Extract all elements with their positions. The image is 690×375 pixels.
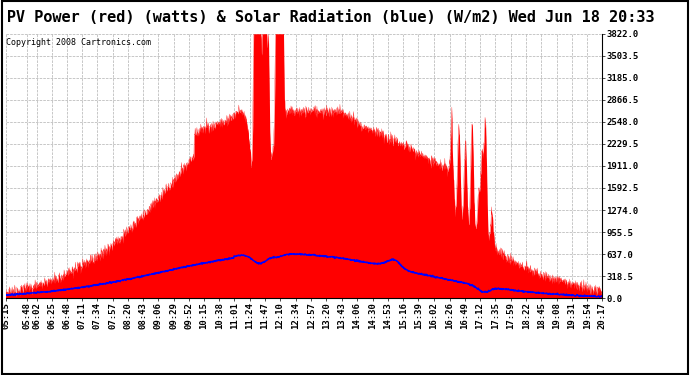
Text: Total PV Power (red) (watts) & Solar Radiation (blue) (W/m2) Wed Jun 18 20:33: Total PV Power (red) (watts) & Solar Rad… bbox=[0, 10, 655, 26]
Text: Copyright 2008 Cartronics.com: Copyright 2008 Cartronics.com bbox=[6, 38, 151, 47]
